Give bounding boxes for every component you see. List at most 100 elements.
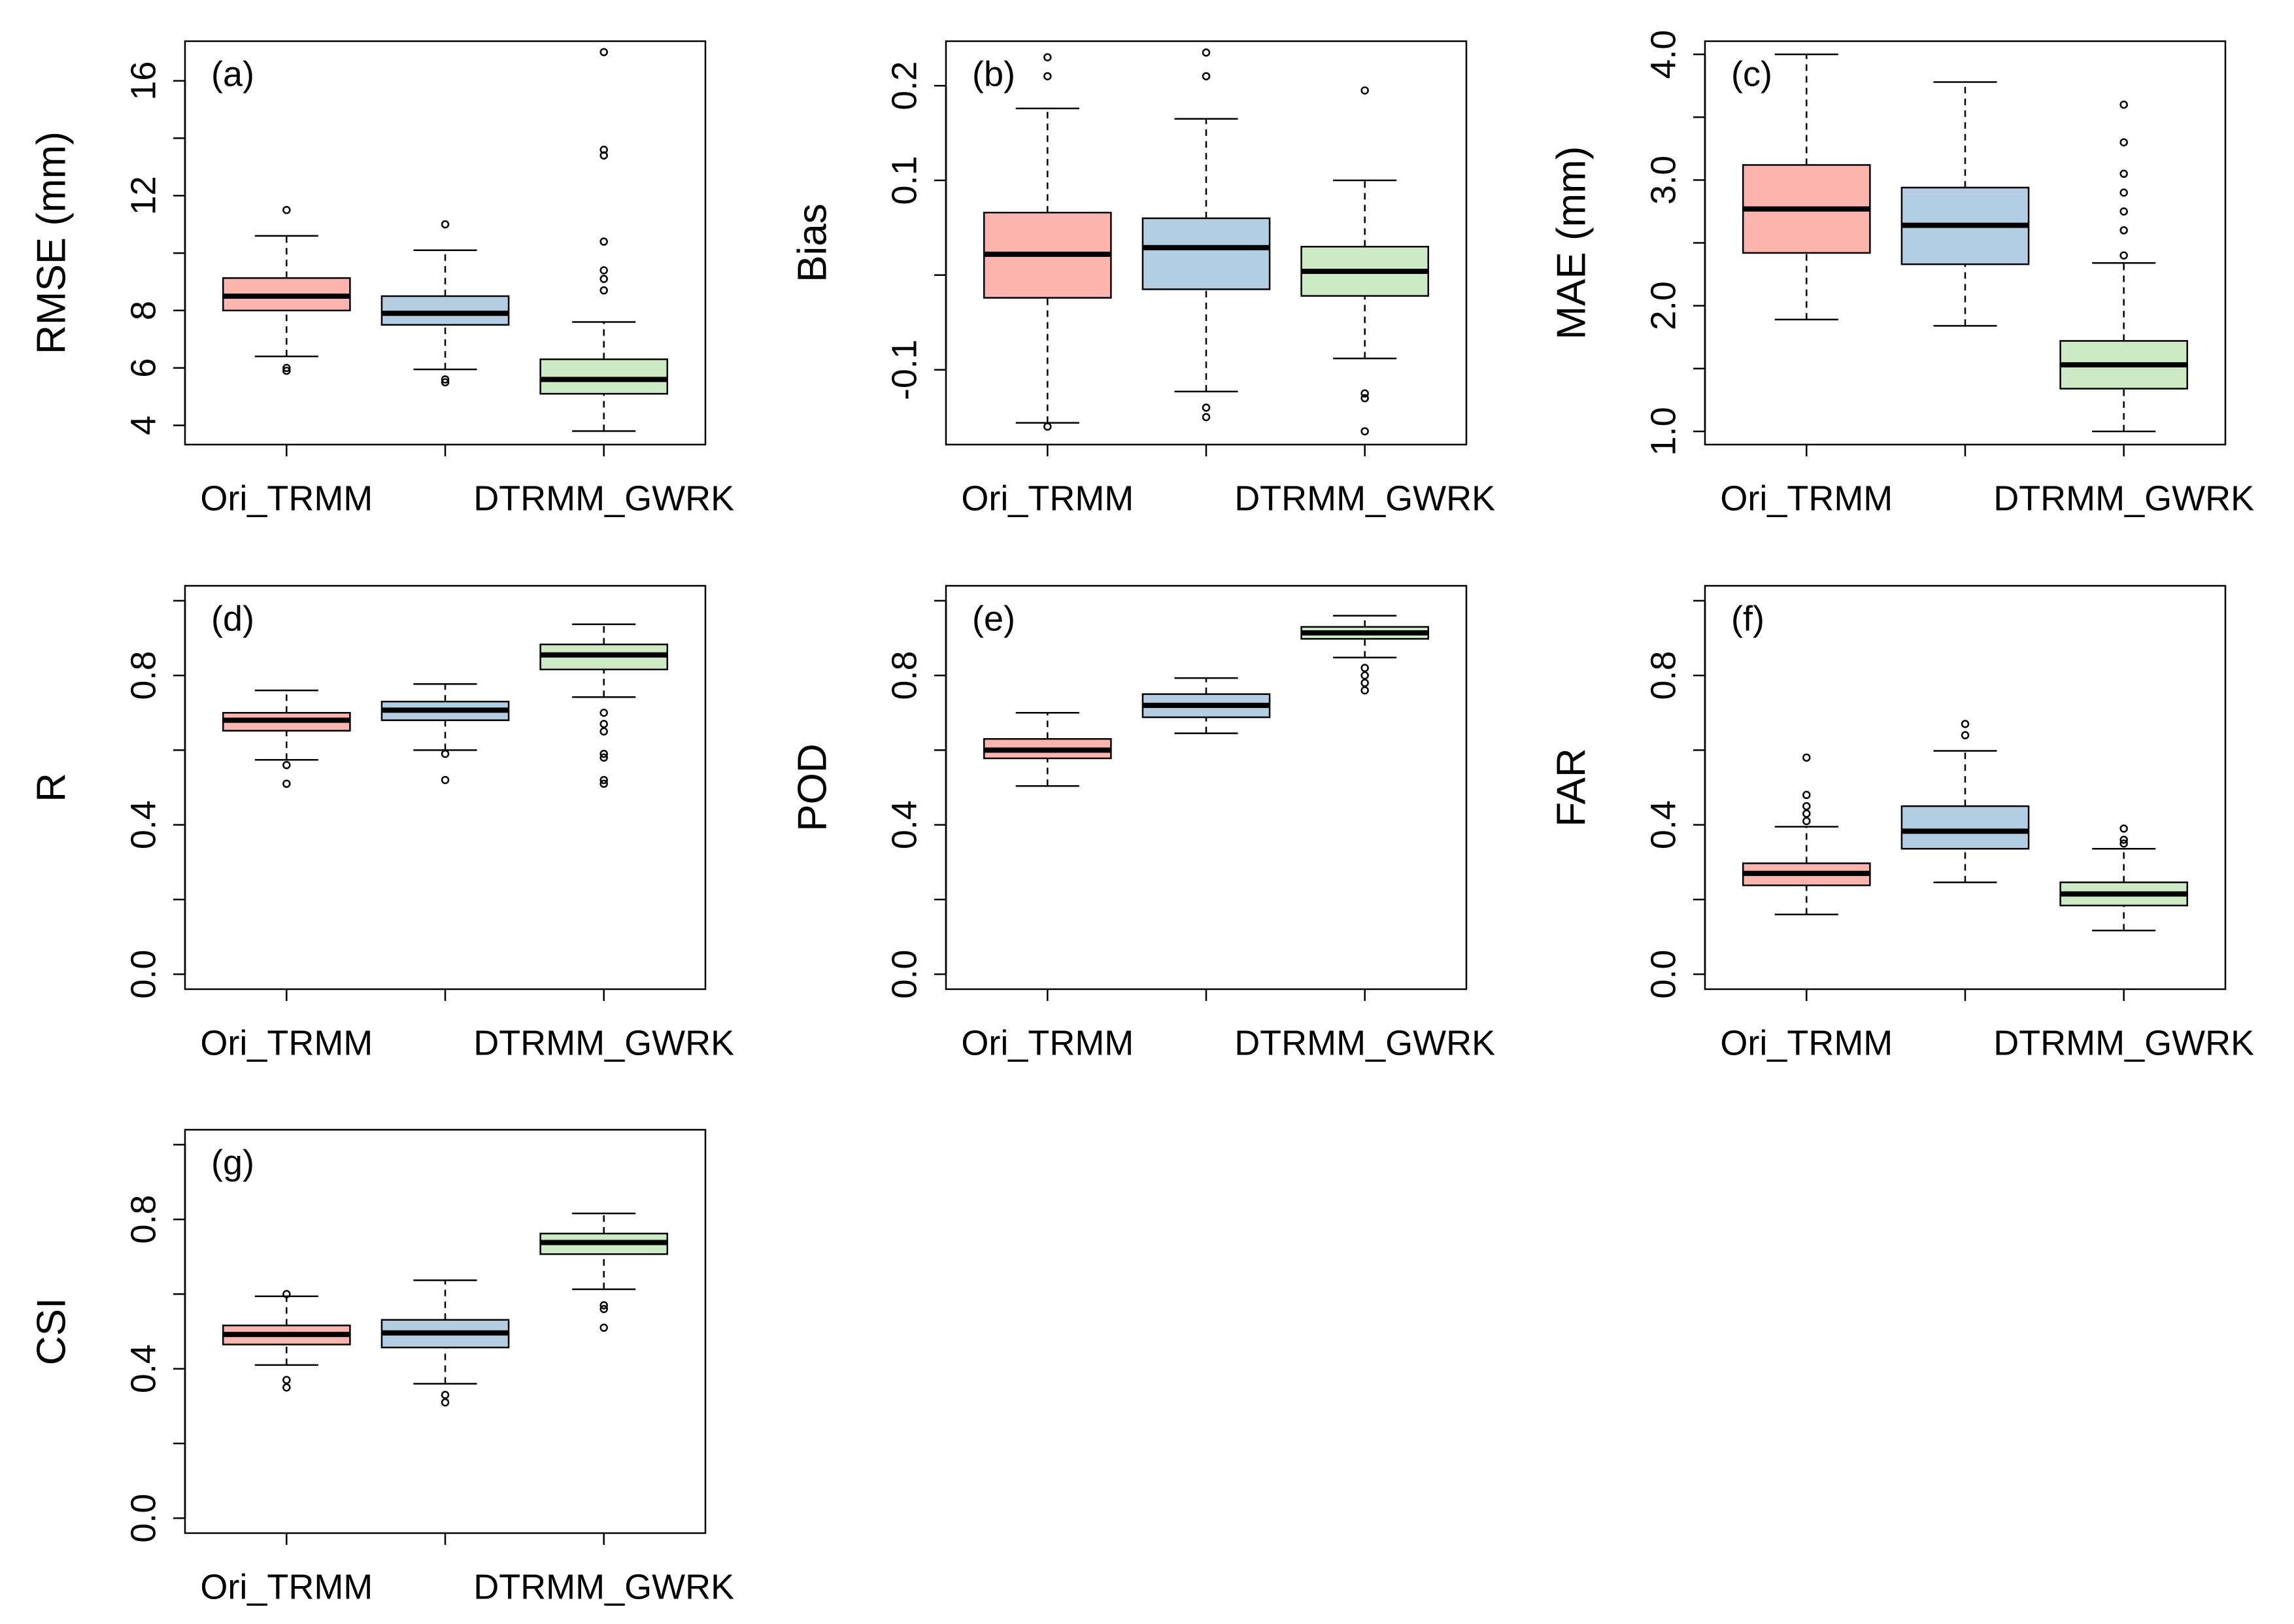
x-tick-label: DTRMM_GWRK: [473, 1023, 734, 1062]
outlier: [1802, 753, 1811, 762]
y-tick-label: 0.0: [885, 950, 924, 999]
outlier: [2119, 836, 2128, 844]
panel: 0.0 0.4 0.8 CSI Ori_TRMM DTRMM_GWRK (g): [29, 1128, 734, 1606]
y-tick-label: 0.4: [124, 1344, 163, 1393]
panel: 4 6 8 12 16 RMSE (mm) Ori_TRMM DTRMM_GWRK (a): [29, 40, 734, 518]
x-tick-label: DTRMM_GWRK: [1993, 479, 2254, 518]
plot-frame: [184, 584, 707, 990]
box: [380, 295, 510, 326]
plot-frame: [945, 584, 1468, 990]
outlier: [441, 1398, 450, 1407]
outlier: [599, 708, 608, 717]
x-tick-label: Ori_TRMM: [1720, 1023, 1893, 1062]
y-tick-label: 0.0: [124, 1494, 163, 1543]
y-tick-label: 3.0: [1644, 156, 1683, 205]
outlier: [1202, 48, 1211, 57]
box: [539, 358, 669, 395]
y-axis-label: POD: [790, 743, 835, 831]
outlier: [599, 275, 608, 283]
outlier: [282, 779, 291, 788]
plot-frame: [1704, 584, 2227, 990]
y-axis-label: Bias: [790, 203, 835, 282]
y-axis-label: CSI: [29, 1298, 74, 1365]
outlier: [1202, 413, 1211, 422]
outlier: [1043, 422, 1052, 431]
outlier: [1360, 427, 1369, 435]
y-tick-label: 1.0: [1644, 407, 1683, 456]
y-axis-label: RMSE (mm): [29, 131, 74, 354]
x-tick-label: DTRMM_GWRK: [473, 479, 734, 518]
box: [1141, 217, 1271, 290]
outlier: [1202, 403, 1211, 412]
y-tick-label: -0.1: [885, 339, 924, 400]
outlier: [282, 760, 291, 770]
outlier: [2119, 100, 2128, 109]
outlier: [599, 720, 608, 728]
panel: 0.0 0.4 0.8 FAR Ori_TRMM DTRMM_GWRK (f): [1549, 584, 2254, 1062]
outlier: [2119, 169, 2128, 178]
y-tick-label: 2.0: [1644, 281, 1683, 330]
outlier: [282, 366, 291, 375]
outlier: [1802, 817, 1811, 826]
outlier: [1802, 802, 1811, 811]
panel: 1.0 2.0 3.0 4.0 MAE (mm) Ori_TRMM DTRMM_GWRK (c…: [1549, 30, 2254, 518]
outlier: [599, 48, 608, 56]
y-tick-label: 4: [124, 416, 163, 435]
outlier: [2119, 226, 2128, 235]
x-tick-label: DTRMM_GWRK: [473, 1567, 734, 1606]
x-tick-label: Ori_TRMM: [1720, 479, 1893, 518]
outlier: [599, 1301, 608, 1310]
panel-title: (b): [972, 54, 1015, 93]
plot-frame: [184, 40, 707, 446]
x-tick-label: DTRMM_GWRK: [1993, 1023, 2254, 1062]
outlier: [282, 1290, 291, 1298]
outlier: [1360, 389, 1369, 398]
outlier: [599, 779, 608, 788]
outlier: [1360, 394, 1369, 403]
outlier: [2119, 251, 2128, 260]
y-tick-label: 0.8: [1644, 651, 1683, 700]
outlier: [599, 753, 608, 762]
outlier: [2119, 138, 2128, 146]
y-tick-label: 0.8: [885, 651, 924, 700]
y-tick-label: 16: [124, 61, 163, 101]
y-tick-label: 4.0: [1644, 30, 1683, 79]
panel: 0.0 0.4 0.8 POD Ori_TRMM DTRMM_GWRK (e): [790, 584, 1495, 1062]
outlier: [599, 775, 608, 785]
outlier: [1043, 72, 1052, 80]
outlier: [441, 775, 450, 785]
outlier: [1043, 53, 1052, 61]
y-axis-label: R: [29, 773, 74, 802]
panel: 0.0 0.4 0.8 R Ori_TRMM DTRMM_GWRK (d): [29, 584, 734, 1062]
y-tick-label: 0.0: [1644, 950, 1683, 999]
outlier: [1360, 679, 1369, 687]
panel-title: (f): [1731, 599, 1764, 638]
outlier: [599, 727, 608, 736]
outlier: [441, 749, 450, 758]
panel-title: (d): [211, 599, 254, 638]
outlier: [441, 220, 450, 229]
outlier: [599, 266, 608, 275]
x-tick-label: Ori_TRMM: [200, 1567, 373, 1606]
outlier: [599, 1323, 608, 1332]
x-tick-label: Ori_TRMM: [200, 479, 373, 518]
outlier: [2119, 839, 2128, 848]
panel-title: (c): [1731, 54, 1772, 93]
y-tick-label: 0.2: [885, 61, 924, 110]
y-tick-label: 0.1: [885, 156, 924, 205]
x-tick-label: DTRMM_GWRK: [1234, 1023, 1495, 1062]
outlier: [282, 364, 291, 372]
outlier: [1802, 809, 1811, 818]
y-tick-label: 0.4: [1644, 800, 1683, 849]
panel-title: (a): [211, 54, 254, 93]
outlier: [282, 1383, 291, 1392]
outlier: [441, 375, 450, 384]
outlier: [2119, 188, 2128, 197]
y-tick-label: 8: [124, 301, 163, 320]
outlier: [599, 286, 608, 295]
y-tick-label: 12: [124, 176, 163, 215]
box: [1900, 805, 2030, 850]
y-tick-label: 6: [124, 358, 163, 378]
outlier: [282, 1376, 291, 1385]
outlier: [1802, 790, 1811, 800]
